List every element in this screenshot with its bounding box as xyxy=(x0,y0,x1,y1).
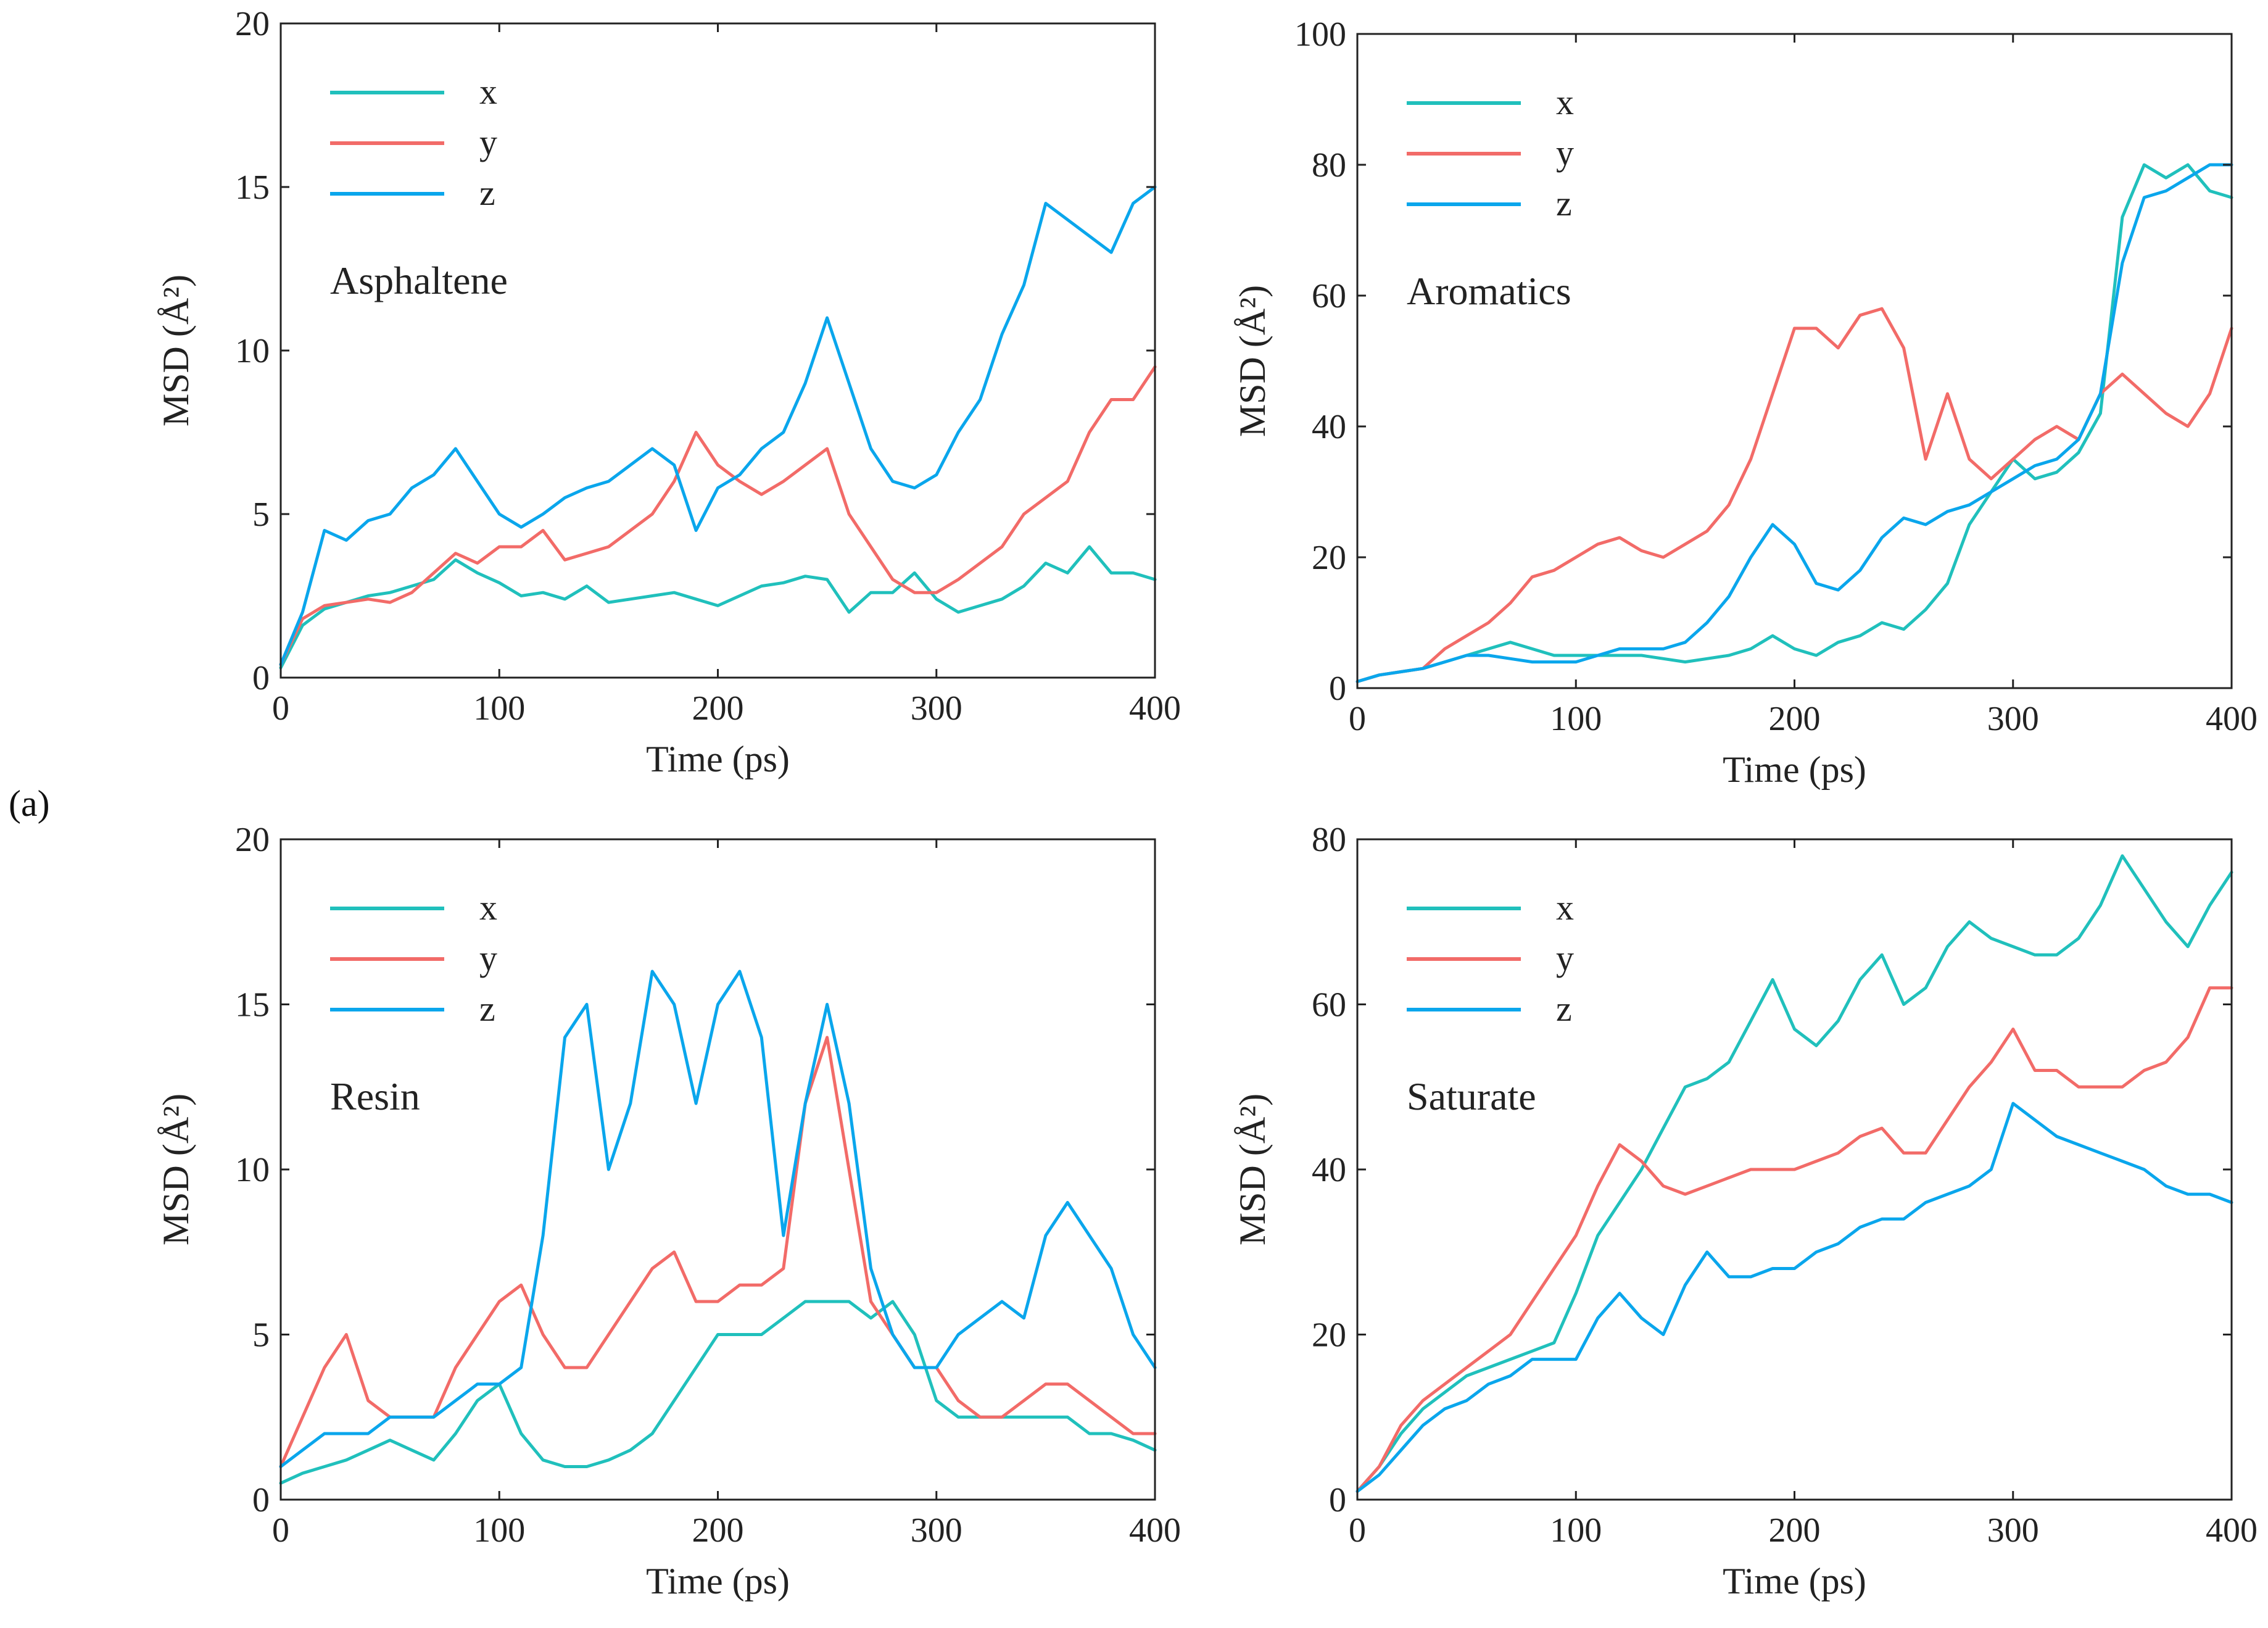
y-tick-label: 20 xyxy=(235,5,270,43)
series-line-x xyxy=(1355,163,2233,683)
x-tick-label: 0 xyxy=(272,1511,289,1550)
y-tick-label: 60 xyxy=(1312,986,1346,1024)
y-axis-label: MSD (Å²) xyxy=(1232,285,1273,437)
series-line-z xyxy=(1355,1102,2233,1493)
x-tick-label: 300 xyxy=(1987,700,2039,738)
y-tick-label: 15 xyxy=(235,168,270,207)
series-line-z xyxy=(279,185,1157,667)
series-line-x xyxy=(279,545,1157,670)
legend-label-x: x xyxy=(1556,82,1574,122)
x-axis-label: Time (ps) xyxy=(646,1561,790,1601)
x-tick-label: 400 xyxy=(1129,1511,1181,1550)
y-tick-label: 5 xyxy=(252,1316,270,1355)
y-tick-label: 10 xyxy=(235,1151,270,1189)
y-tick-label: 20 xyxy=(1312,1316,1346,1355)
x-tick-label: 200 xyxy=(1769,1511,1821,1550)
panel-label: (a) xyxy=(9,783,50,824)
chart-title: Asphaltene xyxy=(330,259,508,302)
y-tick-label: 5 xyxy=(252,496,270,534)
legend-label-z: z xyxy=(479,173,495,213)
legend-label-z: z xyxy=(479,989,495,1029)
y-tick-label: 20 xyxy=(235,821,270,859)
series-line-x xyxy=(279,1300,1157,1485)
x-tick-label: 100 xyxy=(1550,1511,1602,1550)
series-line-z xyxy=(279,970,1157,1468)
legend-label-y: y xyxy=(1556,938,1574,978)
legend-label-x: x xyxy=(479,887,497,928)
x-tick-label: 0 xyxy=(1349,1511,1366,1550)
x-tick-label: 400 xyxy=(2206,700,2258,738)
x-tick-label: 100 xyxy=(473,1511,525,1550)
series-line-y xyxy=(1355,986,2233,1493)
legend-label-z: z xyxy=(1556,989,1572,1029)
y-axis-label: MSD (Å²) xyxy=(155,1094,196,1245)
chart-title: Resin xyxy=(330,1074,420,1118)
x-tick-label: 400 xyxy=(2206,1511,2258,1550)
x-axis-label: Time (ps) xyxy=(646,739,790,779)
x-tick-label: 100 xyxy=(1550,700,1602,738)
series-line-y xyxy=(1355,307,2233,683)
legend-label-y: y xyxy=(1556,133,1574,173)
y-axis-label: MSD (Å²) xyxy=(1232,1094,1273,1245)
series-line-x xyxy=(1355,854,2233,1493)
x-axis-label: Time (ps) xyxy=(1723,749,1866,790)
chart-1: 0 100 200 300 400 0 20 40 60 80 100 Time (ps) MSD (Å… xyxy=(1232,15,2258,790)
x-tick-label: 200 xyxy=(692,689,744,728)
x-tick-label: 300 xyxy=(1987,1511,2039,1550)
y-tick-label: 40 xyxy=(1312,1151,1346,1189)
x-tick-label: 200 xyxy=(1769,700,1821,738)
plot-frame xyxy=(279,22,1156,679)
y-tick-label: 80 xyxy=(1312,821,1346,859)
y-tick-label: 10 xyxy=(235,332,270,370)
y-axis-label: MSD (Å²) xyxy=(155,275,196,426)
y-tick-label: 15 xyxy=(235,986,270,1024)
x-axis-label: Time (ps) xyxy=(1723,1561,1866,1601)
y-tick-label: 0 xyxy=(1329,670,1346,708)
y-tick-label: 80 xyxy=(1312,146,1346,185)
series-line-z xyxy=(1355,163,2233,683)
chart-2: 0 100 200 300 400 0 5 10 15 20 Time (ps) MSD (Å²) xy… xyxy=(155,821,1181,1601)
y-tick-label: 100 xyxy=(1294,15,1346,54)
chart-title: Saturate xyxy=(1407,1074,1536,1118)
x-tick-label: 400 xyxy=(1129,689,1181,728)
y-tick-label: 0 xyxy=(252,659,270,697)
y-tick-label: 0 xyxy=(252,1481,270,1519)
x-tick-label: 0 xyxy=(272,689,289,728)
chart-3: 0 100 200 300 400 0 20 40 60 80 Time (ps) MSD (Å²) x… xyxy=(1232,821,2258,1601)
y-tick-label: 0 xyxy=(1329,1481,1346,1519)
series-line-y xyxy=(279,365,1157,667)
y-tick-label: 20 xyxy=(1312,539,1346,577)
legend-label-y: y xyxy=(479,938,497,978)
x-tick-label: 200 xyxy=(692,1511,744,1550)
chart-0: 0 100 200 300 400 0 5 10 15 20 Time (ps) MSD (Å²) xy… xyxy=(155,5,1181,779)
legend-label-z: z xyxy=(1556,183,1572,223)
x-tick-label: 100 xyxy=(473,689,525,728)
legend-label-y: y xyxy=(479,122,497,162)
legend-label-x: x xyxy=(479,72,497,112)
y-tick-label: 40 xyxy=(1312,408,1346,446)
x-tick-label: 300 xyxy=(911,689,962,728)
legend-label-x: x xyxy=(1556,887,1574,928)
x-tick-label: 0 xyxy=(1349,700,1366,738)
x-tick-label: 300 xyxy=(911,1511,962,1550)
plot-frame xyxy=(1356,33,2233,689)
y-tick-label: 60 xyxy=(1312,277,1346,315)
chart-title: Aromatics xyxy=(1407,269,1571,313)
